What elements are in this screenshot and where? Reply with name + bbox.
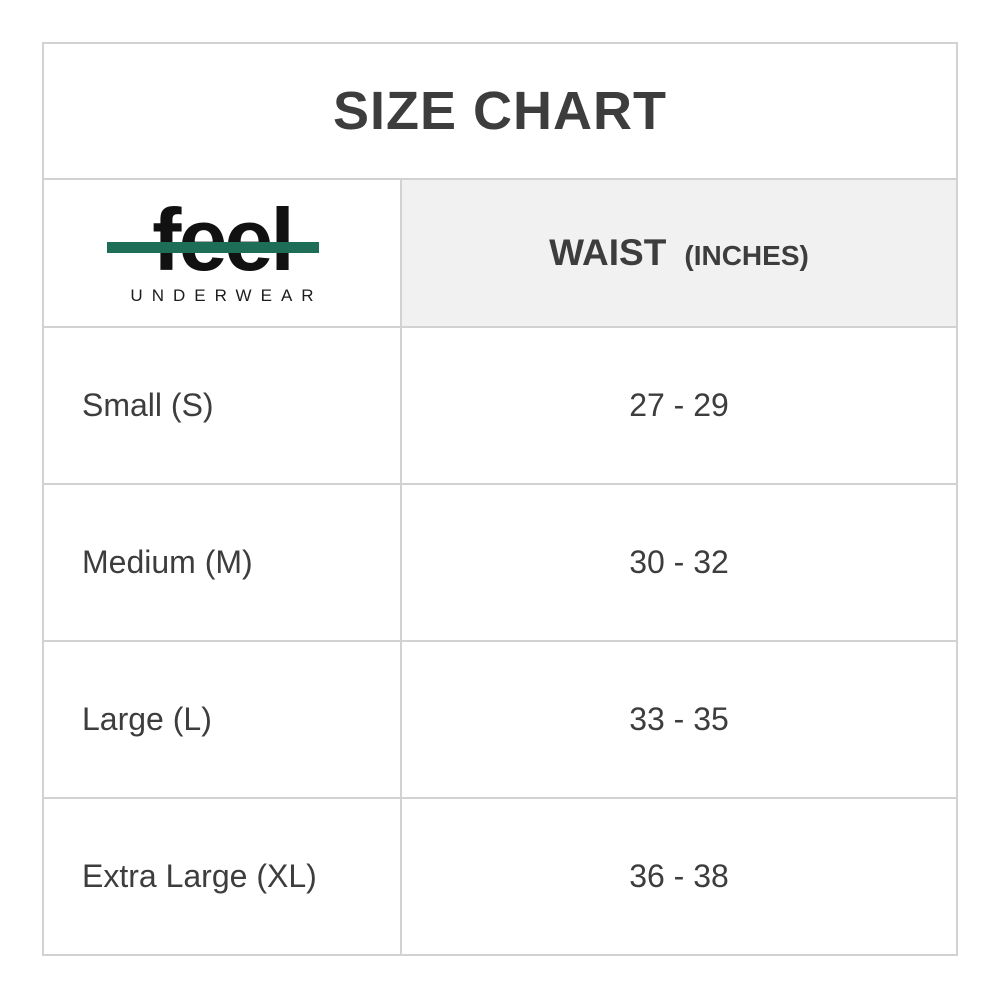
table-row-medium-size: Medium (M) xyxy=(44,485,400,640)
table-row-large-size: Large (L) xyxy=(44,642,400,797)
brand-wordmark: feel xyxy=(152,189,295,289)
table-row-xlarge-waist: 36 - 38 xyxy=(402,799,956,954)
size-label: Medium (M) xyxy=(82,544,253,580)
table-row-small-waist: 27 - 29 xyxy=(402,328,956,483)
table-row-medium-waist: 30 - 32 xyxy=(402,485,956,640)
waist-value: 36 - 38 xyxy=(629,858,729,894)
waist-value: 30 - 32 xyxy=(629,544,729,580)
waist-value: 33 - 35 xyxy=(629,701,729,737)
logo-green-stripe-icon xyxy=(107,241,319,253)
page-title: SIZE CHART xyxy=(333,81,667,141)
table-row-large-waist: 33 - 35 xyxy=(402,642,956,797)
waist-label: WAIST xyxy=(549,232,667,273)
feel-underwear-logo: feel UNDERWEAR xyxy=(107,189,323,307)
size-label: Small (S) xyxy=(82,387,214,423)
brand-logo-cell: feel UNDERWEAR xyxy=(44,180,400,326)
waist-unit-text: (INCHES) xyxy=(684,240,809,271)
waist-value: 27 - 29 xyxy=(629,387,729,423)
size-label: Large (L) xyxy=(82,701,212,737)
size-label: Extra Large (XL) xyxy=(82,858,317,894)
table-row-small-size: Small (S) xyxy=(44,328,400,483)
waist-header-label: WAIST (INCHES) xyxy=(549,232,809,274)
waist-column-header: WAIST (INCHES) xyxy=(402,180,956,326)
brand-subtext: UNDERWEAR xyxy=(130,286,323,306)
table-row-xlarge-size: Extra Large (XL) xyxy=(44,799,400,954)
title-row: SIZE CHART xyxy=(44,44,956,178)
waist-unit-label: (INCHES) xyxy=(677,240,809,271)
size-chart-table: SIZE CHART feel UNDERWEAR WAIST (INCHES)… xyxy=(42,42,958,956)
